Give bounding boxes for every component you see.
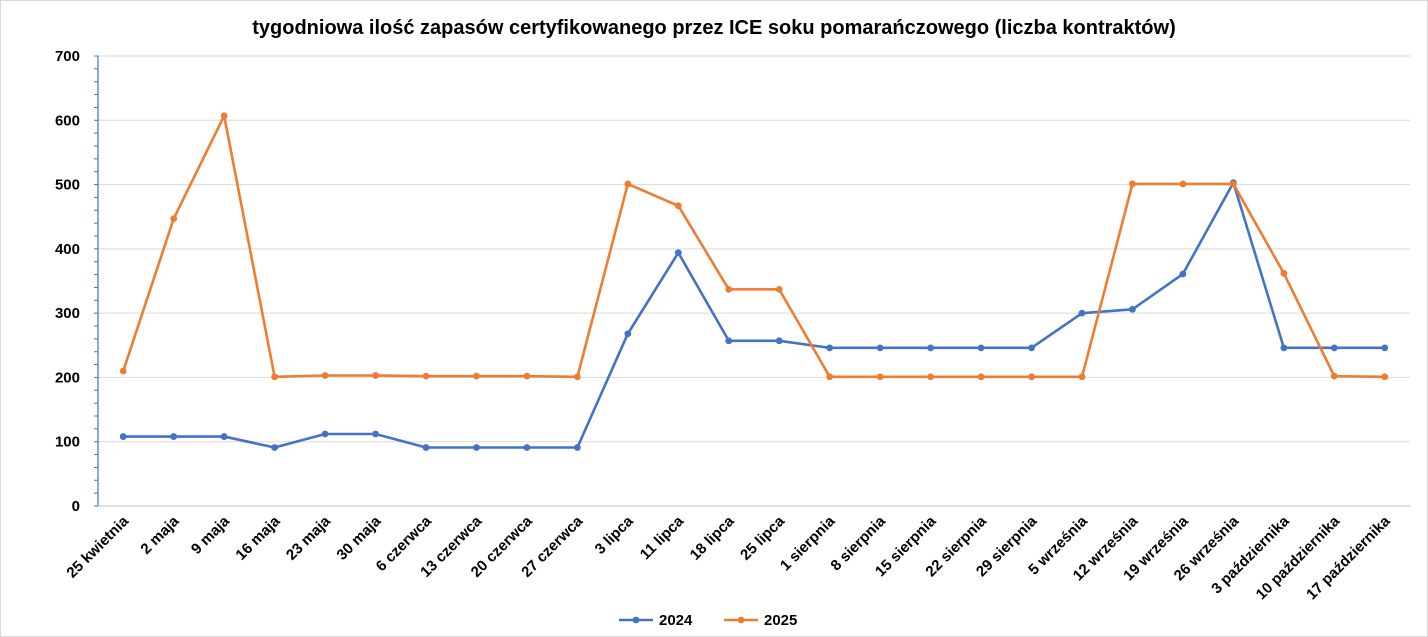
y-tick-label: 100 (55, 434, 80, 451)
data-point-2024 (725, 337, 733, 345)
data-point-2024 (977, 344, 985, 352)
x-tick-label: 3 lipca (592, 512, 638, 558)
y-tick-label: 300 (55, 305, 80, 322)
data-point-2024 (1330, 344, 1338, 352)
x-tick-label: 2 maja (137, 512, 183, 558)
data-point-2025 (573, 373, 581, 381)
chart-title: tygodniowa ilość zapasów certyfikowanego… (252, 17, 1176, 39)
data-point-2025 (372, 372, 379, 379)
data-point-2025 (674, 202, 682, 210)
legend-marker-2024 (632, 616, 640, 624)
x-tick-label: 16 maja (232, 512, 283, 563)
data-point-2024 (927, 344, 935, 352)
series-layer (119, 112, 1389, 451)
data-point-2024 (372, 430, 379, 438)
data-point-2025 (624, 180, 632, 188)
data-point-2025 (119, 367, 127, 375)
x-tick-label: 11 lipca (637, 512, 688, 563)
series-line-2025 (121, 114, 1385, 379)
x-tick-label: 18 lipca (687, 512, 738, 563)
data-point-2025 (1078, 373, 1086, 381)
data-point-2024 (119, 433, 127, 440)
x-tick-label: 25 kwietnia (63, 512, 132, 581)
legend-label-2024: 2024 (659, 612, 693, 629)
data-point-2024 (1280, 344, 1288, 352)
data-point-2025 (927, 373, 935, 381)
x-tick-label: 23 maja (283, 512, 334, 563)
data-point-2025 (1330, 372, 1338, 380)
data-point-2025 (1280, 269, 1288, 277)
data-point-2024 (573, 444, 581, 451)
data-point-2024 (1179, 270, 1187, 278)
legend-marker-2025 (737, 616, 745, 624)
data-point-2024 (876, 344, 884, 352)
y-tick-label: 0 (72, 498, 80, 515)
data-point-2025 (876, 373, 884, 381)
data-point-2024 (1129, 305, 1136, 313)
data-point-2025 (473, 372, 480, 380)
x-axis: 25 kwietnia 2 maja 9 maja 16 maja 23 maja 30 … (63, 505, 1410, 603)
data-point-2024 (473, 444, 480, 451)
data-point-2024 (775, 337, 783, 345)
x-tick-label: 9 maja (188, 512, 234, 558)
x-tick-label: 30 maja (333, 512, 384, 563)
data-point-2024 (220, 433, 228, 440)
data-point-2024 (826, 344, 834, 352)
y-tick-label: 500 (55, 177, 80, 194)
y-axis: 0 100 200 300 400 500 600 700 (55, 48, 99, 515)
y-tick-label: 700 (55, 48, 80, 65)
legend: 2024 2025 (619, 612, 797, 629)
data-point-2025 (1179, 180, 1187, 188)
data-point-2025 (977, 373, 985, 381)
data-point-2025 (271, 373, 279, 381)
data-point-2024 (422, 444, 430, 451)
data-point-2025 (321, 372, 329, 379)
data-point-2024 (1078, 309, 1086, 317)
data-point-2025 (826, 373, 834, 381)
data-point-2024 (523, 444, 531, 451)
data-point-2024 (170, 433, 178, 440)
data-point-2025 (1229, 180, 1237, 188)
x-tick-label: 25 lipca (737, 512, 788, 563)
series-line-2024 (123, 181, 1385, 449)
gridlines (98, 55, 1410, 443)
data-point-2024 (1381, 344, 1389, 352)
data-point-2025 (1028, 373, 1035, 381)
data-point-2024 (1028, 344, 1035, 352)
y-tick-label: 200 (55, 369, 80, 386)
data-point-2025 (1129, 180, 1136, 188)
data-point-2025 (775, 285, 783, 293)
legend-label-2025: 2025 (764, 612, 797, 629)
data-point-2025 (422, 372, 430, 380)
data-point-2024 (624, 330, 632, 338)
y-tick-label: 400 (55, 241, 80, 258)
data-point-2025 (220, 112, 228, 120)
data-point-2025 (523, 372, 531, 380)
data-point-2024 (271, 444, 279, 451)
data-point-2024 (674, 249, 682, 257)
data-point-2024 (321, 430, 329, 438)
data-point-2025 (1381, 373, 1389, 381)
y-tick-label: 600 (55, 112, 80, 129)
data-point-2025 (170, 215, 178, 223)
data-point-2025 (725, 285, 733, 293)
